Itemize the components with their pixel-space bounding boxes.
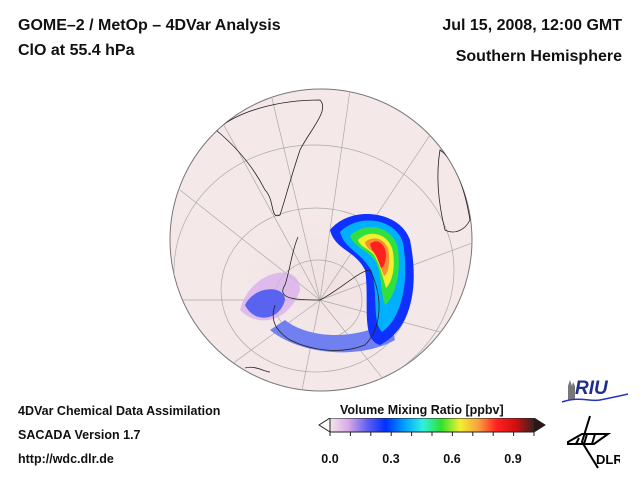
title-line2: ClO at 55.4 hPa	[18, 42, 135, 59]
colorbar-title: Volume Mixing Ratio [ppbv]	[340, 403, 504, 417]
colorbar-tick-label: 0.6	[443, 452, 461, 466]
colorbar-tick-label: 0.0	[321, 452, 339, 466]
riu-logo: RIU	[561, 378, 629, 403]
date-label: Jul 15, 2008, 12:00 GMT	[442, 17, 622, 34]
footer-line1: 4DVar Chemical Data Assimilation	[18, 404, 221, 418]
colorbar	[318, 418, 546, 436]
colorbar-extend-low	[318, 418, 331, 433]
colorbar-gradient	[329, 418, 535, 433]
dlr-logo: DLR	[567, 415, 620, 469]
colorbar-extend-high	[533, 418, 546, 433]
dlr-logo-text: DLR	[596, 452, 620, 467]
colorbar-tick-label: 0.3	[382, 452, 400, 466]
colorbar-tick-label: 0.9	[504, 452, 522, 466]
footer-url: http://wdc.dlr.de	[18, 452, 114, 466]
footer-line2: SACADA Version 1.7	[18, 428, 141, 442]
globe-map	[169, 88, 473, 392]
title-line1: GOME–2 / MetOp – 4DVar Analysis	[18, 17, 281, 34]
riu-logo-text: RIU	[575, 378, 609, 399]
hemisphere-label: Southern Hemisphere	[455, 48, 622, 65]
